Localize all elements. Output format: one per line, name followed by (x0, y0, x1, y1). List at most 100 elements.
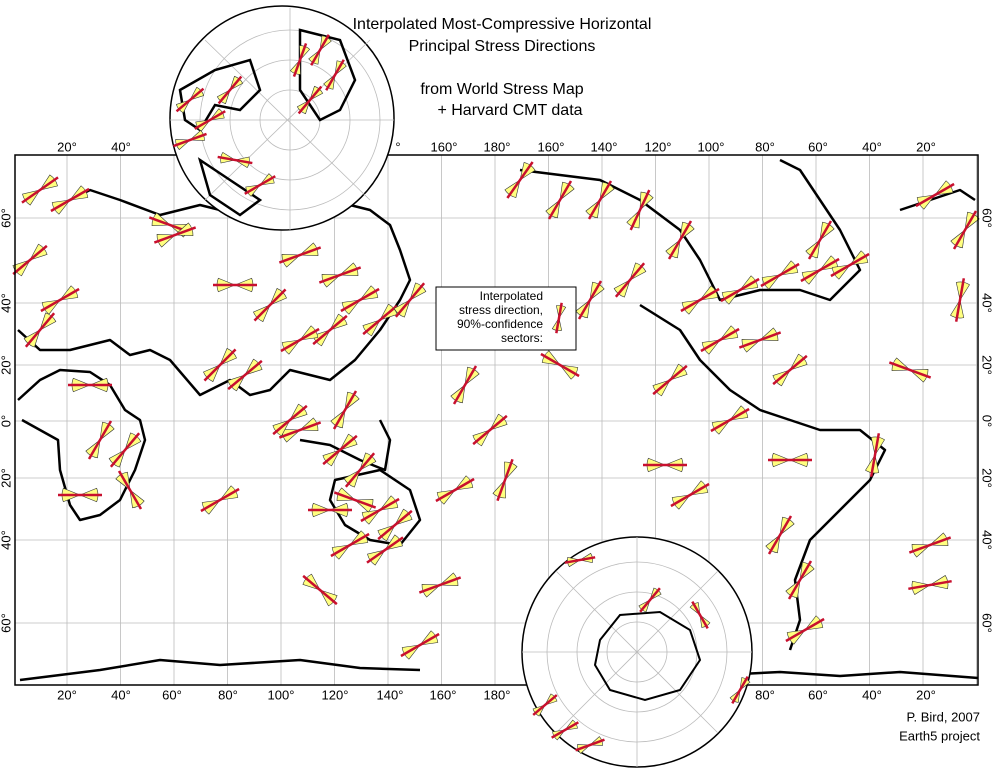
stress-direction (332, 390, 358, 430)
stress-direction (691, 601, 709, 629)
globe-symbols (532, 552, 751, 754)
stress-direction (194, 110, 226, 130)
stress-direction (217, 75, 243, 105)
longitude-label: 160° (430, 687, 457, 702)
latitude-label: 60° (980, 208, 995, 228)
longitude-label: 20° (916, 139, 936, 154)
credit: P. Bird, 2007 (907, 709, 980, 724)
stress-direction (667, 220, 693, 260)
stress-direction (785, 617, 825, 643)
stress-direction (575, 738, 605, 752)
stress-direction (670, 482, 710, 508)
stress-direction (577, 280, 603, 320)
latitude-label: 40° (0, 530, 13, 550)
stress-direction (587, 180, 613, 220)
stress-direction (800, 257, 840, 283)
stress-direction (340, 287, 380, 313)
map-frame (14, 154, 979, 686)
legend-text: Interpolated (480, 289, 543, 303)
globe-coast (178, 28, 357, 217)
stress-direction (547, 180, 573, 220)
longitude-label: 80° (755, 139, 775, 154)
stress-direction (278, 246, 322, 264)
stress-direction (452, 365, 478, 405)
stress-direction (153, 226, 197, 244)
stress-direction (362, 304, 398, 336)
stress-direction (50, 187, 90, 213)
latitude-label: 20° (0, 468, 13, 488)
longitude-label: 100° (698, 139, 725, 154)
longitude-label: 140° (591, 139, 618, 154)
stress-direction (400, 632, 440, 658)
longitude-label: 20° (57, 139, 77, 154)
stress-direction (217, 155, 253, 165)
stress-direction (888, 361, 932, 379)
stress-direction (109, 432, 141, 468)
axis-labels: 20° 40° ° 160° 180° 160° 140° 120° 100° 80° 60° 40°… (0, 139, 995, 702)
stress-direction (418, 576, 462, 594)
longitude-label: 160° (538, 139, 565, 154)
longitude-label: 60° (808, 687, 828, 702)
longitude-label: 120° (645, 139, 672, 154)
longitude-label: 60° (808, 139, 828, 154)
stress-direction (952, 210, 978, 250)
stress-direction (24, 312, 56, 348)
latitude-label: 40° (0, 293, 13, 313)
stress-direction (555, 302, 563, 334)
stress-direction (302, 574, 338, 606)
stress-direction (377, 509, 413, 541)
stress-direction (869, 433, 881, 477)
stress-direction (117, 470, 143, 510)
stress-direction (551, 721, 579, 739)
stress-direction (760, 262, 800, 288)
longitude-label: 40° (862, 687, 882, 702)
stress-direction (175, 87, 205, 113)
stress-direction (87, 420, 113, 460)
credit: Earth5 project (899, 728, 980, 743)
stress-direction (954, 278, 966, 322)
stress-direction (360, 497, 400, 523)
stress-direction (652, 364, 688, 396)
longitude-label: 20° (57, 687, 77, 702)
stress-direction (344, 452, 376, 488)
stress-direction (325, 59, 345, 91)
stress-direction (435, 477, 475, 503)
latitude-label: 60° (0, 208, 13, 228)
globe-grid (522, 537, 752, 767)
longitude-label: 120° (322, 687, 349, 702)
stress-direction (629, 189, 651, 231)
stress-direction (915, 182, 955, 208)
globe-outline (169, 5, 395, 231)
stress-direction (720, 277, 760, 303)
stress-direction (40, 287, 80, 313)
stress-direction (394, 282, 426, 318)
stress-direction (200, 487, 240, 513)
latitude-label: 0° (980, 415, 995, 427)
globe-grid (170, 8, 394, 230)
latitude-label: 60° (0, 613, 13, 633)
longitude-label: 40° (862, 139, 882, 154)
legend-text: sectors: (501, 331, 543, 345)
stress-direction (173, 132, 207, 148)
stress-direction (564, 556, 596, 564)
stress-direction (227, 359, 263, 391)
stress-symbols (12, 161, 980, 660)
stress-direction (506, 161, 534, 199)
longitude-label: 160° (431, 139, 458, 154)
stress-direction (767, 515, 793, 555)
latitude-label: 20° (0, 355, 13, 375)
stress-direction (272, 404, 308, 436)
stress-direction (540, 352, 580, 378)
longitude-label: 100° (268, 687, 295, 702)
longitude-label: 140° (377, 687, 404, 702)
longitude-label: ° (395, 139, 400, 154)
antarctica (593, 610, 702, 702)
stress-direction (280, 327, 320, 353)
stress-direction (614, 262, 646, 298)
stress-direction (21, 176, 59, 204)
latitude-label: 40° (980, 293, 995, 313)
stress-direction (772, 354, 808, 386)
longitude-label: 40° (111, 687, 131, 702)
stress-direction (322, 434, 358, 466)
